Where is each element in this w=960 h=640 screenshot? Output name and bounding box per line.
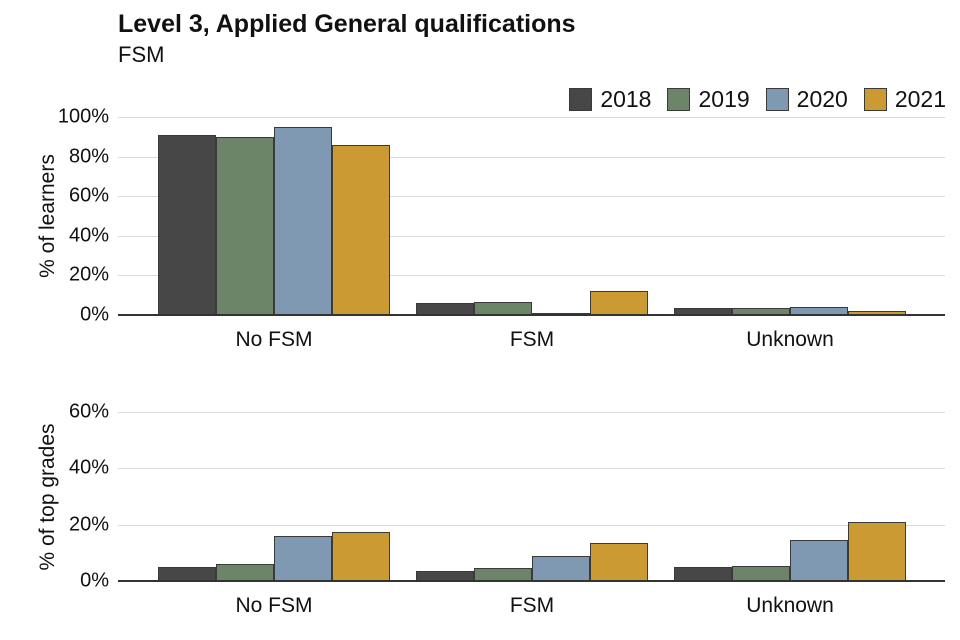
bar-2018-no-fsm: [158, 566, 216, 581]
legend-label: 2021: [894, 86, 946, 112]
y-tick-label-top: 100%: [57, 105, 109, 128]
legend-label: 2019: [698, 86, 750, 112]
bar-2021-fsm: [590, 542, 648, 581]
bar-2020-unknown: [790, 540, 848, 581]
y-tick-label-bottom: 20%: [68, 513, 109, 536]
bar-2021-unknown: [848, 521, 906, 581]
y-tick-label-top: 80%: [68, 145, 109, 168]
legend-item-2019: 2019: [667, 86, 750, 113]
bar-2019-unknown: [732, 565, 790, 581]
legend-swatch-2018: [569, 88, 593, 111]
legend-swatch-2021: [863, 88, 887, 111]
y-tick-label-top: 0%: [80, 303, 109, 326]
y-axis-title-top: % of learners: [36, 154, 59, 278]
x-axis-line: [118, 580, 945, 582]
x-category-label-bottom: No FSM: [235, 594, 313, 617]
bar-2018-no-fsm: [158, 134, 216, 315]
bar-2021-no-fsm: [332, 144, 390, 315]
gridline-60: [118, 196, 945, 198]
bar-2018-unknown: [674, 566, 732, 581]
gridline-60: [118, 412, 945, 413]
plot-area-bottom: 0% 20% 40% 60% No FSM FSM Unknown: [69, 401, 945, 617]
legend-swatch-2019: [667, 88, 691, 111]
y-axis-title-bottom: % of top grades: [36, 422, 59, 571]
y-tick-label-bottom: 60%: [68, 400, 109, 423]
bar-2020-fsm: [532, 555, 590, 581]
gridline-20: [118, 275, 945, 277]
plot-area-top: 0% 20% 40% 60% 80% 100% No FSM FSM Unknown: [58, 106, 945, 351]
y-tick-label-top: 60%: [68, 184, 109, 207]
chart-subtitle: FSM: [118, 42, 165, 67]
legend: 2018 2019 2020 2021: [569, 86, 946, 113]
legend-item-2021: 2021: [863, 86, 946, 113]
x-category-label-top: Unknown: [746, 328, 834, 351]
y-tick-label-bottom: 40%: [68, 456, 109, 479]
x-category-label-bottom: FSM: [509, 594, 555, 617]
legend-label: 2018: [600, 86, 652, 112]
y-tick-label-bottom: 0%: [80, 569, 109, 592]
x-axis-line: [118, 314, 945, 316]
bar-2019-no-fsm: [216, 564, 274, 581]
gridline-100: [118, 117, 945, 118]
bar-2020-no-fsm: [274, 535, 332, 581]
x-category-label-top: FSM: [509, 328, 555, 351]
bar-2020-no-fsm: [274, 126, 332, 315]
y-tick-label-top: 40%: [68, 224, 109, 247]
x-category-label-top: No FSM: [235, 328, 313, 351]
x-category-label-bottom: Unknown: [746, 594, 834, 617]
legend-item-2018: 2018: [569, 86, 651, 113]
y-tick-label-top: 20%: [68, 263, 109, 286]
gridline-40: [118, 235, 945, 237]
chart-title: Level 3, Applied General qualifications: [118, 10, 576, 38]
gridline-20: [118, 524, 945, 526]
gridline-40: [118, 468, 945, 470]
bar-2021-no-fsm: [332, 531, 390, 581]
legend-item-2020: 2020: [765, 86, 848, 113]
gridline-80: [118, 156, 945, 158]
legend-label: 2020: [796, 86, 848, 112]
legend-swatch-2020: [765, 88, 789, 111]
bar-2019-no-fsm: [216, 136, 274, 315]
bar-2021-fsm: [590, 291, 648, 315]
